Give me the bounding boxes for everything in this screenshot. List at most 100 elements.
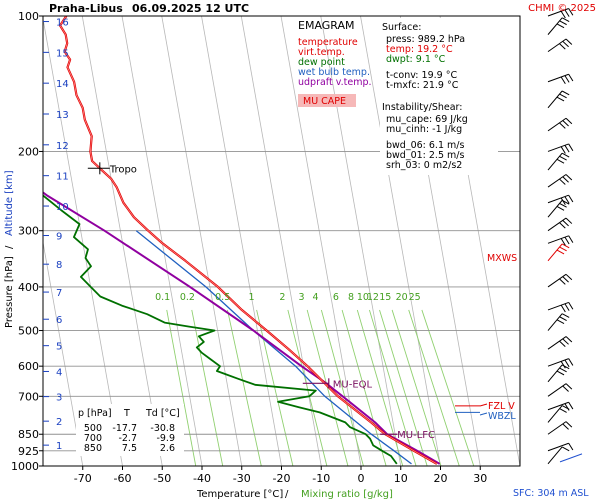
wind-barb-flag [559,178,566,185]
altitude-tick-label: 14 [56,79,69,90]
wind-barb-flag [559,122,566,129]
mxws-label: MXWS [487,253,517,264]
wind-barb-flag [564,196,570,204]
surface-pressure: press: 989.2 hPa [386,34,465,45]
y-axis-label-separator: / [4,245,15,249]
legend-item-temperature: temperature [298,37,358,48]
wind-barb [547,73,574,85]
isotherm-line [81,16,163,466]
wind-barb-flag [559,155,567,161]
sfc-label: SFC: 304 m ASL [513,488,589,499]
mixing-ratio-label: 8 [348,292,354,303]
mixing-ratio-label: 3 [298,292,304,303]
shear-bwd06: bwd_06: 6.1 m/s [386,140,464,151]
mixing-ratio-label: 4 [312,292,318,303]
mixing-ratio-line [227,309,262,466]
altitude-tick-label: 16 [56,18,69,29]
wind-barb-flag [565,117,573,125]
isotherm-line [320,16,402,466]
station-name: Praha-Libus [49,2,123,15]
mixing-ratio-line [421,309,475,466]
wbzl-label: WBZL [488,411,516,422]
wind-barb-flag [568,73,574,82]
wind-barb [547,421,573,435]
wind-barb [547,8,574,19]
wind-barb-flag [562,385,569,392]
pressure-tick-label: 500 [18,325,39,338]
wind-barb-flag [556,249,565,255]
wind-barb-flag [556,206,565,211]
mixing-ratio-line [379,309,428,466]
shear-srh03: srh_03: 0 m2/s2 [386,160,462,171]
level-table-cell: 700 [84,433,102,444]
mixing-ratio-label: 12 [367,292,379,303]
wind-barb-flag [562,338,569,345]
pressure-tick-label: 700 [18,390,39,403]
wind-barb [547,243,570,262]
wind-barb [547,358,574,369]
wind-barb-flag [562,40,569,48]
wind-barb-flag [565,421,573,428]
wind-barb-flag [564,145,570,153]
altitude-tick-label: 11 [56,172,69,183]
wind-barb-flag [568,194,574,203]
wind-barb-flag [562,276,569,283]
wind-barb-flag [559,316,567,321]
wind-barb-shaft [547,446,563,465]
wind-barb [547,90,570,109]
wind-barb-flag [564,9,570,17]
wind-barb [547,174,573,188]
mixing-ratio-label: 0.5 [215,292,230,303]
wind-barb-shaft [547,442,569,452]
wind-barb [547,313,570,331]
level-table-cell: 850 [84,443,102,454]
wind-barb-flag [559,367,567,373]
series-line-virt-temp [59,16,438,465]
info-panel-background [380,18,498,175]
fzl-label: FZL V [488,401,515,412]
wind-barb-flag [564,403,570,411]
mixing-ratio-line [408,309,460,466]
isotherm-line [280,16,362,466]
isotherm-grid [43,16,520,466]
wind-barb-flag [559,278,566,285]
wind-barb [547,152,570,171]
legend-item-updraft: udpraft v.temp. [298,77,372,88]
mixing-ratio-line [391,309,442,466]
mixing-ratio-label: 0.1 [155,292,170,303]
wbzl-tick [479,412,488,416]
wind-barb [547,401,574,411]
wind-barb-flag [564,359,570,368]
level-markers: Tropo MU-EQL MU-LFC [87,162,480,441]
surface-temperature: temp: 19.2 °C [386,44,453,55]
wind-barb [547,383,573,397]
instability-heading: Instability/Shear: [382,102,462,113]
altitude-tick-label: 4 [56,367,62,378]
mixing-ratio-label: 25 [409,292,421,303]
wind-barb-flag [556,96,565,102]
mixing-ratio-label: 15 [379,292,391,303]
wind-barb [547,273,573,288]
level-table-cell: -2.7 [118,433,137,444]
isotherm-line [43,240,84,466]
temperature-tick-label: 10 [394,472,408,485]
legend-title: EMAGRAM [298,19,355,32]
wind-barb-flag [562,176,569,183]
sounding-datetime: 06.09.2025 12 UTC [132,2,249,15]
wind-barb-flag [556,23,565,29]
wind-barb-flag [561,313,570,318]
wind-barb [547,442,574,452]
surface-info: Surface: press: 989.2 hPa temp: 19.2 °C … [380,18,498,175]
tropopause-label: Tropo [109,164,137,175]
wind-barb-flag [561,446,570,452]
legend: EMAGRAM temperature virt.temp. dew point… [298,19,372,107]
wind-barb-flag [561,90,570,96]
x-axis-label-mixing: Mixing ratio [g/kg] [301,489,393,500]
wind-barb-flag [559,222,566,229]
mu-eql-label: MU-EQL [333,379,373,390]
sounding-series [43,16,441,465]
wind-barb [547,117,573,132]
mu-cape-label: MU CAPE [303,96,346,107]
series-line-wet-bulb-temp [135,230,412,465]
